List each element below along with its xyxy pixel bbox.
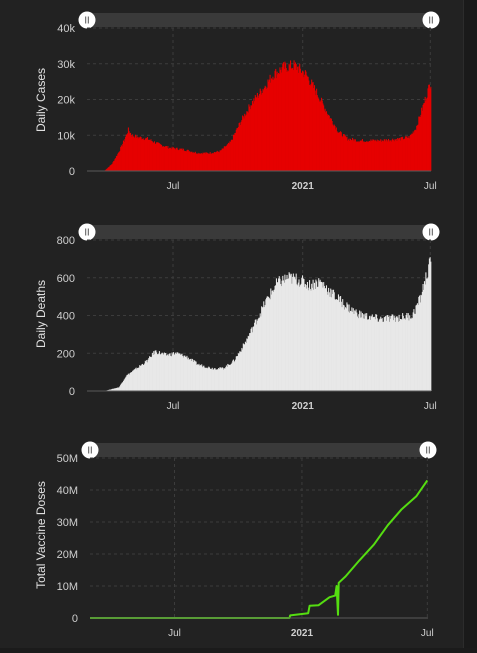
chart3-ytick-label: 0 bbox=[72, 613, 78, 625]
chart3-range-slider[interactable] bbox=[90, 443, 428, 457]
charts-svg: 40k 30k 20k 10k 0 Jul 2021 Jul Daily Cases 800 600… bbox=[0, 0, 463, 648]
chart3-slider-handle-right[interactable] bbox=[420, 442, 437, 459]
chart2-xtick-label: Jul bbox=[424, 401, 437, 412]
chart2-xtick-label: Jul bbox=[167, 401, 180, 412]
chart3-series-line bbox=[90, 480, 427, 618]
chart3-ytick-label: 50M bbox=[57, 453, 78, 465]
chart1-ytick-label: 10k bbox=[57, 130, 75, 142]
chart1-ytick-label: 30k bbox=[57, 59, 75, 71]
chart1-xtick-label: 2021 bbox=[292, 181, 315, 192]
chart3-xtick-label: 2021 bbox=[291, 628, 314, 639]
chart2-ytick-label: 200 bbox=[57, 348, 75, 360]
chart1-ytick-label: 0 bbox=[69, 166, 75, 178]
chart2-slider-handle-right[interactable] bbox=[423, 224, 440, 241]
chart2-bar bbox=[430, 262, 431, 391]
chart2-range-slider[interactable] bbox=[87, 225, 431, 239]
chart2-ylabel: Daily Deaths bbox=[34, 280, 48, 348]
chart1-xtick-label: Jul bbox=[167, 181, 180, 192]
scrollbar[interactable] bbox=[463, 0, 477, 648]
chart3-ylabel: Total Vaccine Doses bbox=[34, 481, 48, 589]
chart3-ytick-label: 40M bbox=[57, 485, 78, 497]
chart1-ytick-label: 40k bbox=[57, 23, 75, 35]
chart2-ytick-label: 600 bbox=[57, 273, 75, 285]
chart3-xtick-label: Jul bbox=[421, 628, 434, 639]
chart2-xtick-label: 2021 bbox=[292, 401, 315, 412]
chart2-ytick-label: 0 bbox=[69, 386, 75, 398]
chart3-ytick-label: 30M bbox=[57, 517, 78, 529]
chart1-bar bbox=[430, 87, 431, 171]
chart3-ytick-label: 10M bbox=[57, 581, 78, 593]
chart3-ytick-label: 20M bbox=[57, 549, 78, 561]
chart1-ylabel: Daily Cases bbox=[34, 68, 48, 132]
chart3-slider-handle-left[interactable] bbox=[82, 442, 99, 459]
chart2-slider-handle-left[interactable] bbox=[79, 224, 96, 241]
chart1-slider-handle-right[interactable] bbox=[423, 12, 440, 29]
chart2-ytick-label: 800 bbox=[57, 235, 75, 247]
chart1-xtick-label: Jul bbox=[424, 181, 437, 192]
chart1-slider-handle-left[interactable] bbox=[79, 12, 96, 29]
chart2-ytick-label: 400 bbox=[57, 311, 75, 323]
chart-panel: 40k 30k 20k 10k 0 Jul 2021 Jul Daily Cases 800 600… bbox=[0, 0, 463, 648]
chart1-ytick-label: 20k bbox=[57, 95, 75, 107]
chart3-xtick-label: Jul bbox=[168, 628, 181, 639]
chart1-range-slider[interactable] bbox=[87, 13, 431, 27]
